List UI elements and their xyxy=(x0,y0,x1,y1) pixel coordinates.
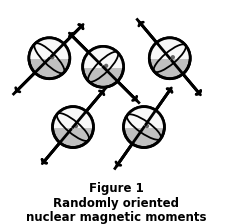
Polygon shape xyxy=(149,38,189,58)
Circle shape xyxy=(104,64,107,67)
Circle shape xyxy=(145,125,148,127)
Circle shape xyxy=(74,125,77,127)
Text: Randomly oriented: Randomly oriented xyxy=(53,197,178,210)
Circle shape xyxy=(82,46,123,87)
Circle shape xyxy=(171,56,173,59)
Text: Figure 1: Figure 1 xyxy=(88,182,143,195)
Polygon shape xyxy=(123,107,164,127)
Circle shape xyxy=(149,38,189,79)
Circle shape xyxy=(29,38,70,79)
Polygon shape xyxy=(82,46,123,67)
Circle shape xyxy=(52,107,93,147)
Circle shape xyxy=(51,56,54,59)
Polygon shape xyxy=(29,38,70,58)
Polygon shape xyxy=(52,107,93,127)
Text: nuclear magnetic moments: nuclear magnetic moments xyxy=(26,211,205,224)
Circle shape xyxy=(123,107,164,147)
